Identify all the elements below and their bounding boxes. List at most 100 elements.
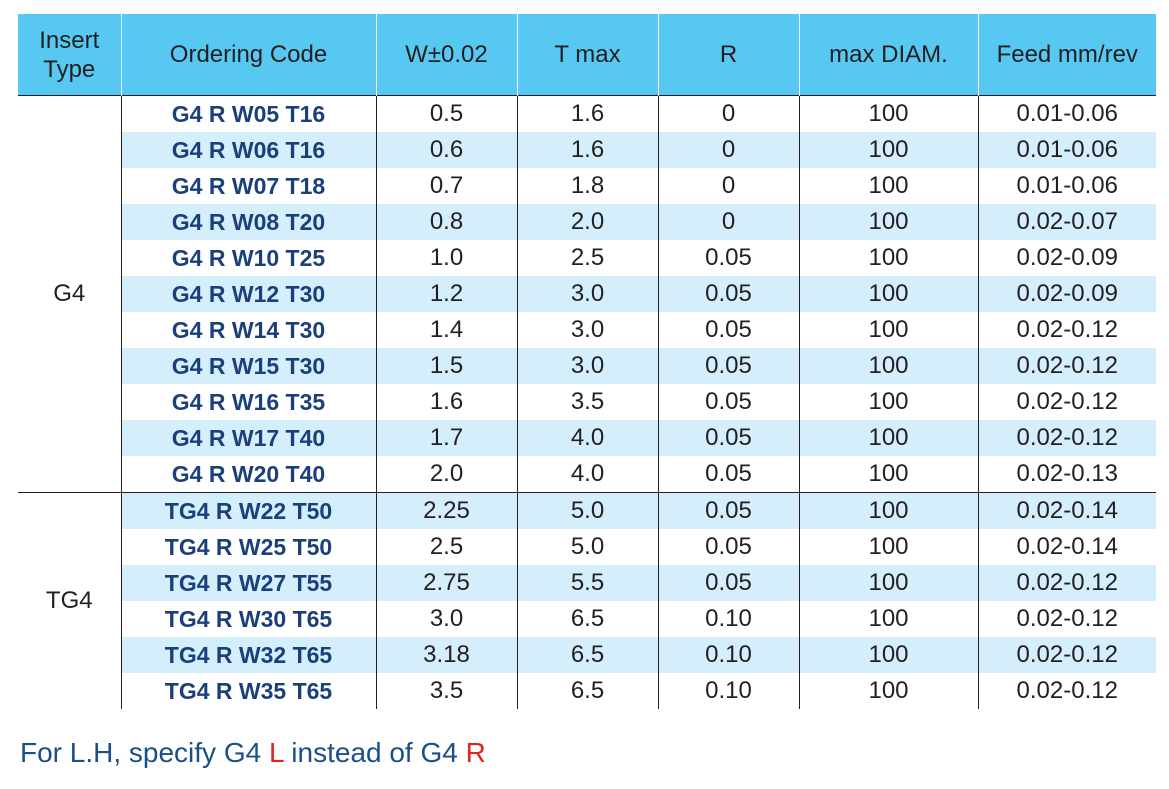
t-max-cell: 3.0: [516, 312, 658, 348]
footnote-middle: instead of G4: [283, 737, 466, 768]
feed-cell: 0.02-0.12: [977, 348, 1156, 384]
t-max-cell: 1.6: [516, 132, 658, 168]
ordering-code-cell: G4 R W17 T40: [120, 420, 376, 456]
table-row: TG4 R W25 T50 2.5 5.0 0.05 100 0.02-0.14: [18, 529, 1156, 565]
radius-cell: 0.05: [657, 420, 799, 456]
header-insert-type-line1: Insert: [39, 26, 100, 54]
feed-cell: 0.02-0.09: [977, 276, 1156, 312]
radius-cell: 0.05: [657, 492, 799, 529]
feed-cell: 0.02-0.09: [977, 240, 1156, 276]
radius-cell: 0: [657, 204, 799, 240]
max-diam-cell: 100: [798, 637, 978, 673]
header-t-max: T max: [516, 14, 658, 96]
max-diam-cell: 100: [798, 673, 978, 709]
feed-cell: 0.02-0.12: [977, 565, 1156, 601]
max-diam-cell: 100: [798, 492, 978, 529]
header-ordering-code: Ordering Code: [120, 14, 376, 96]
t-max-cell: 5.0: [516, 529, 658, 565]
insert-spec-table: Insert Type Ordering Code W±0.02 T max R …: [18, 14, 1156, 709]
t-max-cell: 2.5: [516, 240, 658, 276]
radius-cell: 0: [657, 168, 799, 204]
header-width: W±0.02: [375, 14, 517, 96]
header-max-diam: max DIAM.: [798, 14, 978, 96]
t-max-cell: 4.0: [516, 420, 658, 456]
ordering-code-cell: G4 R W08 T20: [120, 204, 376, 240]
table-row: G4 R W10 T25 1.0 2.5 0.05 100 0.02-0.09: [18, 240, 1156, 276]
max-diam-cell: 100: [798, 204, 978, 240]
ordering-code-cell: G4 R W15 T30: [120, 348, 376, 384]
header-feed: Feed mm/rev: [977, 14, 1156, 96]
width-cell: 0.8: [375, 204, 517, 240]
max-diam-cell: 100: [798, 240, 978, 276]
table-row: G4 R W16 T35 1.6 3.5 0.05 100 0.02-0.12: [18, 384, 1156, 420]
ordering-code-cell: TG4 R W30 T65: [120, 601, 376, 637]
table-row: G4 R W08 T20 0.8 2.0 0 100 0.02-0.07: [18, 204, 1156, 240]
radius-cell: 0.05: [657, 312, 799, 348]
max-diam-cell: 100: [798, 420, 978, 456]
t-max-cell: 5.5: [516, 565, 658, 601]
radius-cell: 0.05: [657, 529, 799, 565]
width-cell: 2.5: [375, 529, 517, 565]
feed-cell: 0.01-0.06: [977, 132, 1156, 168]
width-cell: 1.0: [375, 240, 517, 276]
table-body: G4 G4 R W05 T16 0.5 1.6 0 100 0.01-0.06 G4 R W0…: [18, 95, 1156, 709]
t-max-cell: 5.0: [516, 492, 658, 529]
radius-cell: 0.05: [657, 348, 799, 384]
width-cell: 1.7: [375, 420, 517, 456]
width-cell: 2.75: [375, 565, 517, 601]
width-cell: 2.25: [375, 492, 517, 529]
width-cell: 0.6: [375, 132, 517, 168]
width-cell: 1.6: [375, 384, 517, 420]
table-header-row: Insert Type Ordering Code W±0.02 T max R …: [18, 14, 1156, 96]
max-diam-cell: 100: [798, 132, 978, 168]
width-cell: 2.0: [375, 456, 517, 493]
table-row: G4 R W17 T40 1.7 4.0 0.05 100 0.02-0.12: [18, 420, 1156, 456]
feed-cell: 0.01-0.06: [977, 168, 1156, 204]
width-cell: 0.7: [375, 168, 517, 204]
feed-cell: 0.01-0.06: [977, 95, 1156, 132]
feed-cell: 0.02-0.12: [977, 420, 1156, 456]
t-max-cell: 6.5: [516, 601, 658, 637]
feed-cell: 0.02-0.13: [977, 456, 1156, 493]
ordering-code-cell: G4 R W12 T30: [120, 276, 376, 312]
ordering-code-cell: G4 R W05 T16: [120, 95, 376, 132]
ordering-code-cell: G4 R W06 T16: [120, 132, 376, 168]
ordering-code-cell: TG4 R W27 T55: [120, 565, 376, 601]
width-cell: 1.4: [375, 312, 517, 348]
radius-cell: 0.05: [657, 384, 799, 420]
ordering-code-cell: G4 R W07 T18: [120, 168, 376, 204]
radius-cell: 0.10: [657, 637, 799, 673]
footnote: For L.H, specify G4 L instead of G4 R: [20, 737, 486, 769]
ordering-code-cell: TG4 R W25 T50: [120, 529, 376, 565]
max-diam-cell: 100: [798, 565, 978, 601]
radius-cell: 0: [657, 132, 799, 168]
table-row: TG4 R W27 T55 2.75 5.5 0.05 100 0.02-0.12: [18, 565, 1156, 601]
width-cell: 3.18: [375, 637, 517, 673]
max-diam-cell: 100: [798, 384, 978, 420]
max-diam-cell: 100: [798, 95, 978, 132]
table-row: G4 G4 R W05 T16 0.5 1.6 0 100 0.01-0.06: [18, 95, 1156, 493]
footnote-left-letter: L: [268, 737, 284, 768]
t-max-cell: 6.5: [516, 673, 658, 709]
feed-cell: 0.02-0.12: [977, 673, 1156, 709]
max-diam-cell: 100: [798, 529, 978, 565]
ordering-code-cell: G4 R W20 T40: [120, 456, 376, 493]
table-row: TG4 R W30 T65 3.0 6.5 0.10 100 0.02-0.12: [18, 601, 1156, 637]
max-diam-cell: 100: [798, 312, 978, 348]
max-diam-cell: 100: [798, 276, 978, 312]
max-diam-cell: 100: [798, 168, 978, 204]
width-cell: 1.5: [375, 348, 517, 384]
header-insert-type: Insert Type: [18, 14, 121, 96]
t-max-cell: 1.8: [516, 168, 658, 204]
feed-cell: 0.02-0.12: [977, 384, 1156, 420]
table-row: G4 R W14 T30 1.4 3.0 0.05 100 0.02-0.12: [18, 312, 1156, 348]
ordering-code-cell: TG4 R W22 T50: [120, 492, 376, 529]
footnote-right-letter: R: [465, 737, 486, 768]
width-cell: 0.5: [375, 95, 517, 132]
feed-cell: 0.02-0.07: [977, 204, 1156, 240]
feed-cell: 0.02-0.14: [977, 492, 1156, 529]
feed-cell: 0.02-0.12: [977, 637, 1156, 673]
feed-cell: 0.02-0.14: [977, 529, 1156, 565]
feed-cell: 0.02-0.12: [977, 601, 1156, 637]
insert-type-cell: TG4: [18, 492, 121, 709]
